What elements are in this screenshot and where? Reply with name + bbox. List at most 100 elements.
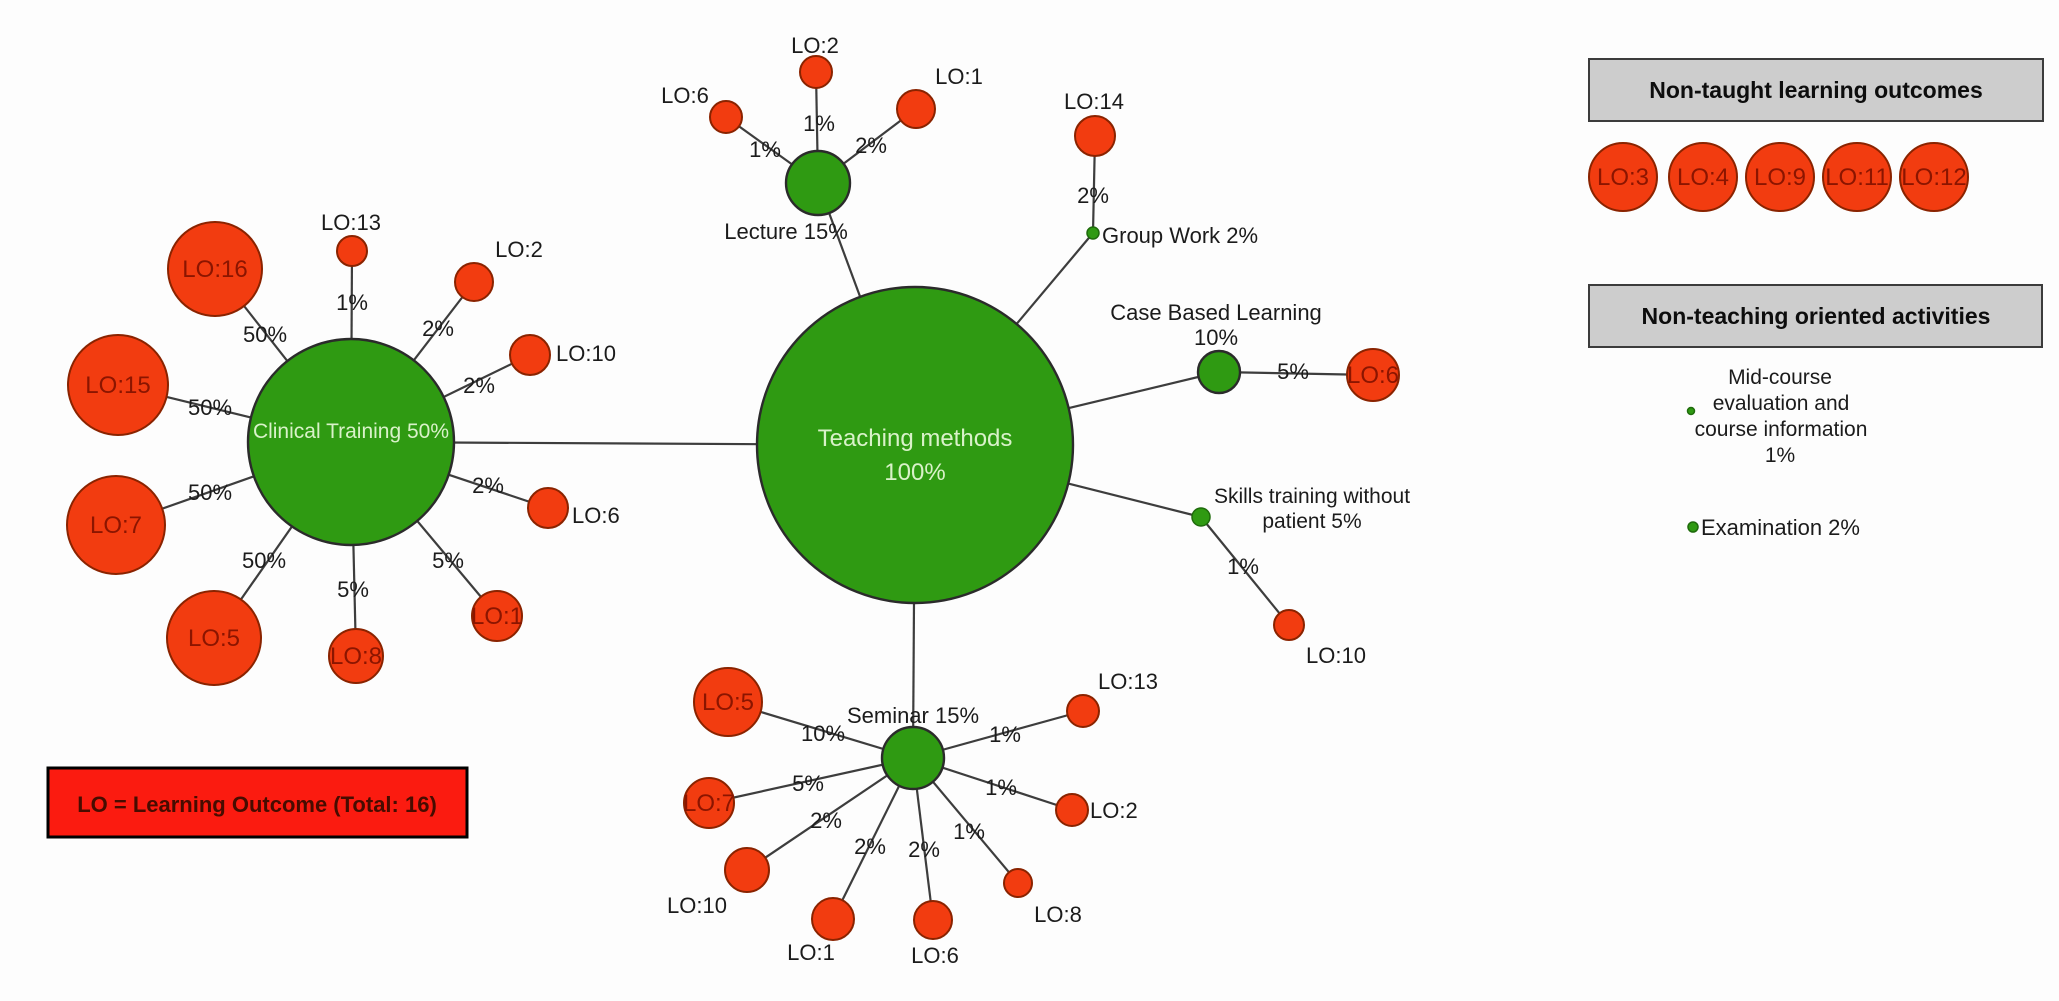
labels: Teaching methods 100% Clinical Training … bbox=[77, 33, 1990, 968]
non-taught-lo9 bbox=[1745, 142, 1815, 212]
satellite-seminar-lo8 bbox=[1003, 868, 1033, 898]
satellite-seminar-lo1 bbox=[811, 897, 855, 941]
outcome-nodes bbox=[66, 55, 1969, 941]
non-taught-lo11-name: LO:11 bbox=[1825, 164, 1889, 191]
satellite-seminar-lo7 bbox=[683, 777, 735, 829]
clinical-lo13-name: LO:13 bbox=[321, 210, 381, 235]
lecture-lo1-pct: 2% bbox=[855, 133, 887, 158]
lecture-lo6-name: LO:6 bbox=[661, 83, 709, 108]
clinical-lo16-pct: 50% bbox=[243, 322, 287, 347]
clinical-lo5-pct: 50% bbox=[242, 548, 286, 573]
satellite-seminar-lo10 bbox=[724, 847, 770, 893]
seminar-lo10-name: LO:10 bbox=[667, 893, 727, 918]
satellite-clinical-lo15 bbox=[67, 334, 169, 436]
satellite-clinical-lo7 bbox=[66, 475, 166, 575]
satellite-lecture-lo1 bbox=[896, 89, 936, 129]
clinical-lo8-name: LO:8 bbox=[330, 643, 382, 670]
seminar-lo2-name: LO:2 bbox=[1090, 798, 1138, 823]
seminar-lo7-pct: 5% bbox=[792, 771, 824, 796]
clinical-lo6-name: LO:6 bbox=[572, 503, 620, 528]
method-nodes bbox=[246, 149, 1699, 791]
lecture-lo6-pct: 1% bbox=[749, 137, 781, 162]
midcourse-line4: 1% bbox=[1765, 444, 1795, 467]
seminar-lo8-name: LO:8 bbox=[1034, 902, 1082, 927]
groupwork-lo14-pct: 2% bbox=[1077, 183, 1109, 208]
non-taught-lo12 bbox=[1899, 142, 1969, 212]
clinical-lo1-pct: 5% bbox=[432, 548, 464, 573]
lecture-lo2-name: LO:2 bbox=[791, 33, 839, 58]
lecture-label: Lecture 15% bbox=[724, 219, 848, 244]
case-based-pct: 10% bbox=[1194, 325, 1238, 350]
satellite-seminar-lo6 bbox=[913, 900, 953, 940]
seminar-lo8-pct: 1% bbox=[953, 819, 985, 844]
non-taught-header-box bbox=[1588, 58, 2044, 122]
clinical-lo8-pct: 5% bbox=[337, 577, 369, 602]
seminar-lo2-pct: 1% bbox=[985, 775, 1017, 800]
clinical-lo10-pct: 2% bbox=[463, 373, 495, 398]
skills-lo10-name: LO:10 bbox=[1306, 643, 1366, 668]
clinical-lo6-pct: 2% bbox=[472, 473, 504, 498]
clinical-lo2-pct: 2% bbox=[422, 316, 454, 341]
case-based-label: Case Based Learning bbox=[1110, 300, 1322, 325]
clinical-lo13-pct: 1% bbox=[336, 290, 368, 315]
satellite-clinical-lo2 bbox=[454, 262, 494, 302]
legend-box bbox=[46, 766, 469, 839]
midcourse-dot bbox=[1686, 406, 1696, 416]
non-taught-title: Non-taught learning outcomes bbox=[1649, 77, 1983, 103]
seminar-lo6-pct: 2% bbox=[908, 837, 940, 862]
seminar-lo1-name: LO:1 bbox=[787, 940, 835, 965]
satellite-clinical-lo8 bbox=[328, 628, 384, 684]
seminar-lo7-name: LO:7 bbox=[683, 790, 735, 817]
examination-dot bbox=[1687, 521, 1699, 533]
groupwork-lo14-name: LO:14 bbox=[1064, 89, 1124, 114]
skills-lo10-pct: 1% bbox=[1227, 554, 1259, 579]
non-taught-lo11 bbox=[1822, 142, 1892, 212]
satellite-lecture-lo2 bbox=[799, 55, 833, 89]
node-teaching-methods bbox=[755, 285, 1075, 605]
non-taught-lo4-name: LO:4 bbox=[1677, 164, 1729, 191]
non-taught-lo3-name: LO:3 bbox=[1597, 164, 1649, 191]
satellite-seminar-lo5 bbox=[693, 667, 763, 737]
midcourse-line3: course information bbox=[1695, 418, 1868, 441]
clinical-lo15-pct: 50% bbox=[188, 395, 232, 420]
teaching-methods-pct: 100% bbox=[884, 459, 945, 486]
seminar-lo5-name: LO:5 bbox=[702, 689, 754, 716]
clinical-lo15-name: LO:15 bbox=[85, 372, 150, 399]
node-clinical-training bbox=[246, 337, 456, 547]
seminar-lo13-name: LO:13 bbox=[1098, 669, 1158, 694]
satellite-lecture-lo6 bbox=[709, 100, 743, 134]
non-taught-lo4 bbox=[1668, 142, 1738, 212]
casebased-lo6-pct: 5% bbox=[1277, 359, 1309, 384]
seminar-label: Seminar 15% bbox=[847, 703, 979, 728]
node-seminar bbox=[880, 725, 946, 791]
skills-label-line1: Skills training without bbox=[1214, 485, 1410, 508]
clinical-lo5-name: LO:5 bbox=[188, 625, 240, 652]
seminar-lo13-pct: 1% bbox=[989, 722, 1021, 747]
clinical-lo1-name: LO:1 bbox=[471, 603, 523, 630]
edge-seminar-lo10 bbox=[746, 757, 914, 871]
non-teaching-title: Non-teaching oriented activities bbox=[1642, 303, 1991, 329]
casebased-lo6-name: LO:6 bbox=[1347, 362, 1399, 389]
satellite-casebased-lo6 bbox=[1346, 348, 1400, 402]
legend-text: LO = Learning Outcome (Total: 16) bbox=[77, 792, 437, 817]
clinical-lo2-name: LO:2 bbox=[495, 237, 543, 262]
seminar-lo1-pct: 2% bbox=[854, 834, 886, 859]
satellite-clinical-lo1 bbox=[471, 590, 523, 642]
non-taught-lo3 bbox=[1588, 142, 1658, 212]
node-lecture bbox=[784, 149, 852, 217]
satellite-skills-lo10 bbox=[1273, 609, 1305, 641]
edge-skills-lo10 bbox=[1200, 516, 1290, 626]
midcourse-line2: evaluation and bbox=[1713, 392, 1850, 415]
non-taught-lo12-name: LO:12 bbox=[1901, 164, 1966, 191]
examination-label: Examination 2% bbox=[1701, 515, 1860, 540]
satellite-clinical-lo5 bbox=[166, 590, 262, 686]
satellite-clinical-lo16 bbox=[167, 221, 263, 317]
satellite-groupwork-lo14 bbox=[1074, 115, 1116, 157]
clinical-lo16-name: LO:16 bbox=[182, 256, 247, 283]
clinical-lo7-name: LO:7 bbox=[90, 512, 142, 539]
skills-label-line2: patient 5% bbox=[1262, 510, 1361, 533]
node-case-based-learning bbox=[1196, 349, 1242, 395]
edge-seminar-lo7 bbox=[708, 756, 914, 805]
